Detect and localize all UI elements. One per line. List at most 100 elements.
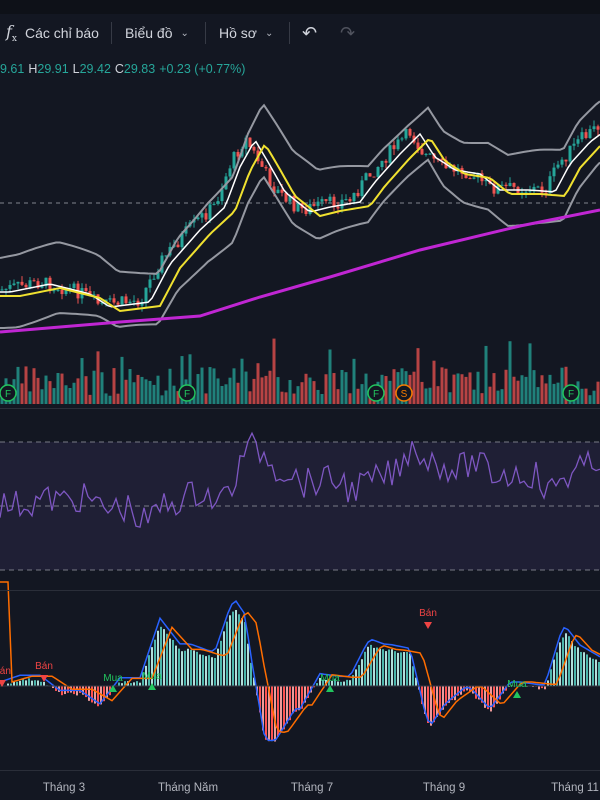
undo-icon[interactable]: ↶ bbox=[302, 22, 318, 43]
candle bbox=[388, 145, 392, 163]
macd-histogram-bar bbox=[409, 653, 411, 686]
volume-bar bbox=[68, 387, 72, 404]
candle bbox=[140, 302, 144, 306]
x-axis-label: Tháng 9 bbox=[422, 782, 466, 794]
macd-histogram-bar bbox=[169, 638, 171, 686]
macd-histogram-bar bbox=[208, 655, 210, 686]
candle bbox=[316, 201, 320, 206]
macd-histogram-bar bbox=[172, 639, 174, 686]
volume-bar bbox=[384, 376, 388, 404]
macd-histogram-bar bbox=[424, 686, 426, 714]
macd-histogram-bar bbox=[427, 686, 429, 723]
macd-histogram-bar bbox=[385, 651, 387, 686]
candle bbox=[568, 145, 572, 162]
macd-histogram-bar bbox=[307, 686, 309, 698]
volume-bar bbox=[36, 377, 40, 404]
macd-histogram-bar bbox=[121, 683, 123, 686]
macd-histogram-bar bbox=[352, 675, 354, 686]
macd-histogram-bar bbox=[211, 657, 213, 686]
volume-bar bbox=[84, 376, 88, 404]
chevron-down-icon: ⌄ bbox=[180, 27, 189, 39]
candle bbox=[260, 161, 264, 167]
chart-menu-button[interactable]: Biểu đồ ⌄ bbox=[125, 22, 189, 44]
volume-bar bbox=[96, 351, 100, 404]
candle bbox=[264, 166, 268, 169]
chart-menu-label: Biểu đồ bbox=[125, 25, 173, 41]
volume-bar bbox=[580, 388, 584, 404]
volume-bar bbox=[516, 380, 520, 404]
candle bbox=[296, 203, 300, 212]
ohlc-legend: 9.61 H29.91 L29.42 C29.83 +0.23 (+0.77%) bbox=[0, 62, 246, 76]
volume-bar bbox=[344, 372, 348, 404]
volume-bar bbox=[328, 349, 332, 404]
candle bbox=[88, 291, 92, 295]
macd-histogram-bar bbox=[541, 686, 543, 689]
candle bbox=[248, 137, 252, 148]
candle bbox=[500, 184, 504, 186]
macd-histogram-bar bbox=[286, 686, 288, 724]
candle bbox=[64, 289, 68, 295]
candle bbox=[512, 183, 516, 187]
indicators-label: Các chỉ báo bbox=[25, 25, 99, 41]
buy-signal-marker bbox=[513, 691, 521, 698]
candle bbox=[532, 186, 536, 192]
macd-histogram-bar bbox=[166, 633, 168, 686]
macd-histogram-bar bbox=[235, 610, 237, 686]
macd-histogram-bar bbox=[184, 650, 186, 686]
volume-bar bbox=[584, 388, 588, 404]
volume-bar bbox=[228, 377, 232, 404]
macd-histogram-bar bbox=[490, 686, 492, 712]
event-marker-label: F bbox=[184, 389, 190, 400]
macd-histogram-bar bbox=[439, 686, 441, 715]
candle bbox=[12, 283, 16, 285]
macd-histogram-bar bbox=[139, 682, 141, 686]
candle bbox=[200, 213, 204, 218]
macd-histogram-bar bbox=[289, 686, 291, 721]
pane-divider bbox=[0, 590, 600, 591]
volume-bar bbox=[280, 391, 284, 404]
candle bbox=[344, 199, 348, 201]
macd-histogram-bar bbox=[154, 639, 156, 686]
macd-histogram-bar bbox=[496, 686, 498, 704]
indicators-button[interactable]: fx Các chỉ báo bbox=[6, 22, 99, 44]
volume-bar bbox=[336, 389, 340, 404]
fx-icon: fx bbox=[6, 21, 17, 45]
macd-histogram-bar bbox=[43, 681, 45, 686]
macd-histogram-bar bbox=[382, 649, 384, 686]
macd-histogram-bar bbox=[265, 686, 267, 740]
candle bbox=[588, 129, 592, 138]
volume-bar bbox=[484, 345, 488, 404]
macd-histogram-bar bbox=[343, 681, 345, 686]
macd-histogram-bar bbox=[583, 652, 585, 686]
volume-bar bbox=[200, 367, 204, 404]
ema-fast-line bbox=[0, 132, 600, 308]
candle bbox=[44, 277, 48, 287]
volume-bar bbox=[32, 368, 36, 404]
volume-bar bbox=[164, 390, 168, 404]
candle bbox=[280, 189, 284, 193]
candle bbox=[212, 203, 216, 205]
candle bbox=[52, 290, 56, 292]
macd-histogram-bar bbox=[136, 681, 138, 686]
candle bbox=[348, 199, 352, 202]
volume-bar bbox=[232, 368, 236, 404]
candle bbox=[180, 233, 184, 248]
ohlc-open: 9.61 bbox=[0, 62, 25, 76]
candle bbox=[508, 183, 512, 186]
volume-bar bbox=[340, 369, 344, 404]
candle bbox=[120, 296, 124, 305]
macd-histogram-bar bbox=[481, 686, 483, 703]
redo-icon[interactable]: ↷ bbox=[340, 22, 356, 43]
macd-histogram-bar bbox=[331, 680, 333, 686]
volume-bar bbox=[536, 387, 540, 404]
macd-histogram-bar bbox=[247, 643, 249, 686]
profile-menu-button[interactable]: Hồ sơ ⌄ bbox=[219, 22, 273, 44]
candle bbox=[108, 298, 112, 300]
candle bbox=[8, 284, 12, 289]
volume-bar bbox=[292, 393, 296, 404]
candle bbox=[252, 147, 256, 151]
candle bbox=[420, 148, 424, 155]
volume-bar bbox=[488, 386, 492, 404]
candle bbox=[112, 298, 116, 303]
